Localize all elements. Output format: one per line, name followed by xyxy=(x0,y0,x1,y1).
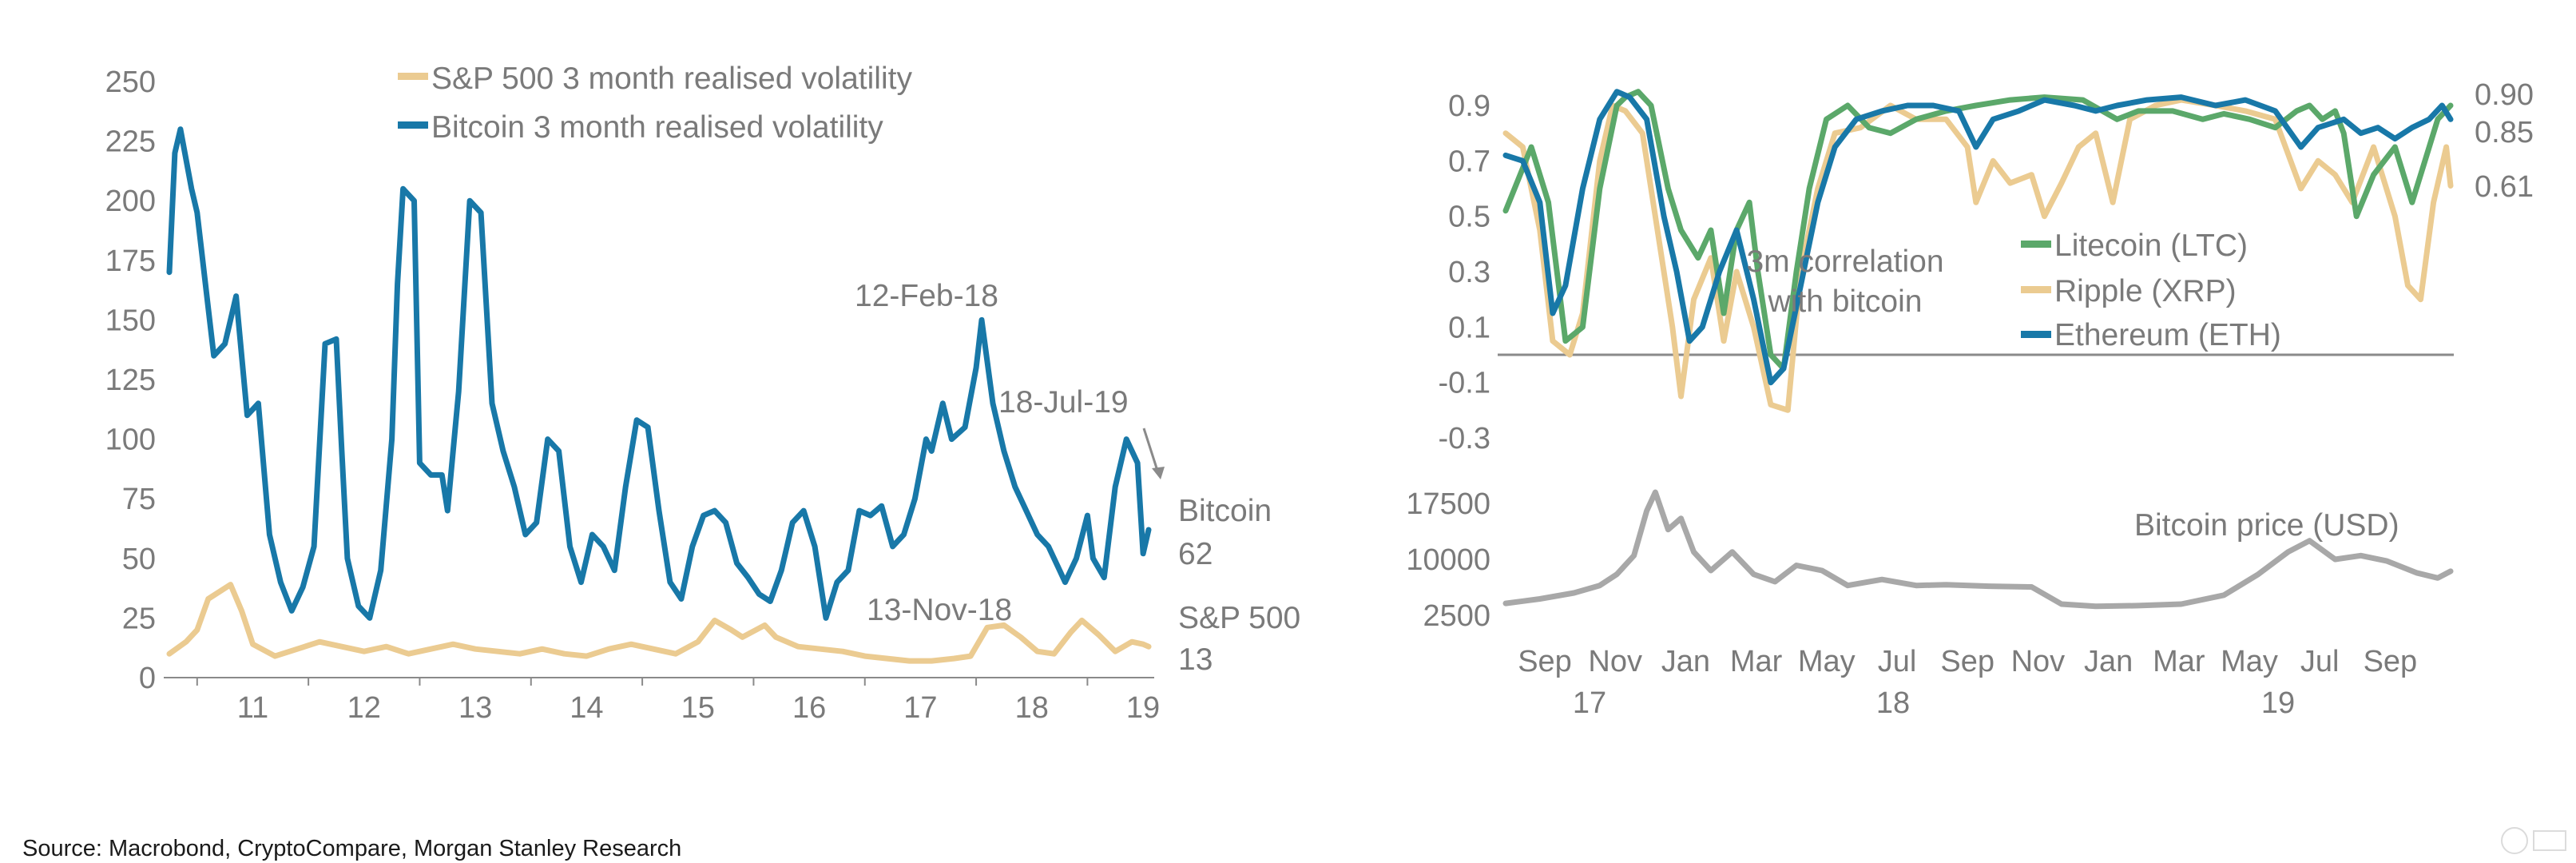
y-tick-label: 200 xyxy=(105,185,156,218)
x-tick-label: Mar xyxy=(2153,645,2205,678)
y-tick-label: 100 xyxy=(105,424,156,457)
y-tick-label: -0.3 xyxy=(1439,422,1490,455)
y-tick-label: 0 xyxy=(139,662,156,695)
x-tick-label: Nov xyxy=(1588,645,1642,678)
x-tick-label: 12 xyxy=(347,691,381,725)
litecoin-correlation-line xyxy=(1502,89,2454,372)
legend-label-ripple: Ripple (XRP) xyxy=(2054,274,2237,308)
x-tick-label: 18 xyxy=(1015,691,1049,725)
legend-swatch-ethereum xyxy=(2021,331,2051,338)
end-label-bitcoin-value: 62 xyxy=(1178,537,1213,571)
series-lines xyxy=(1502,489,2454,610)
ethereum-correlation-line xyxy=(1502,89,2454,386)
x-axis-ticks: Sep Nov Jan Mar May Jul Sep Nov Jan Mar May Jul Sep xyxy=(1518,645,2417,678)
x-tick-label: 13 xyxy=(458,691,492,725)
y-tick-label: 0.7 xyxy=(1448,145,1490,178)
legend-label-bitcoin: Bitcoin 3 month realised volatility xyxy=(431,110,883,145)
x-tick-label: 17 xyxy=(903,691,937,725)
end-value-litecoin: 0.90 xyxy=(2475,78,2534,112)
center-label-line2: with bitcoin xyxy=(1768,284,1923,319)
end-label-bitcoin-name: Bitcoin xyxy=(1178,494,1272,528)
y-tick-label: 10000 xyxy=(1406,543,1490,577)
series-lines xyxy=(166,126,1152,664)
y-tick-label: 50 xyxy=(122,543,156,576)
y-tick-label: 25 xyxy=(122,602,156,635)
annotation-nov18: 13-Nov-18 xyxy=(867,593,1012,627)
legend-label-litecoin: Litecoin (LTC) xyxy=(2054,229,2248,263)
annotation-feb18: 12-Feb-18 xyxy=(855,279,998,313)
x-year-label: 17 xyxy=(1573,686,1606,720)
legend-swatch-litecoin xyxy=(2021,241,2051,248)
x-axis-ticks: 11 12 13 14 15 16 17 18 19 xyxy=(196,678,1160,725)
legend-label-sp500: S&P 500 3 month realised volatility xyxy=(431,62,912,96)
end-value-ethereum: 0.85 xyxy=(2475,116,2534,149)
y-tick-label: 0.9 xyxy=(1448,89,1490,123)
x-tick-label: Nov xyxy=(2011,645,2066,678)
y-tick-label: -0.1 xyxy=(1439,367,1490,400)
y-axis-ticks: 17500 10000 2500 xyxy=(1406,487,1490,633)
x-year-label: 19 xyxy=(2261,686,2295,720)
annotation-arrow-line xyxy=(1142,428,1160,474)
legend-swatch-bitcoin xyxy=(398,121,428,129)
bitcoin-volatility-line xyxy=(166,126,1152,621)
x-tick-label: 14 xyxy=(570,691,603,725)
series-label-price: Bitcoin price (USD) xyxy=(2134,508,2399,543)
y-tick-label: 175 xyxy=(105,245,156,278)
x-tick-label: 19 xyxy=(1126,691,1160,725)
watermark-stamp xyxy=(2501,827,2566,854)
y-tick-label: 0.5 xyxy=(1448,201,1490,234)
legend-label-ethereum: Ethereum (ETH) xyxy=(2054,318,2281,352)
end-label-sp500-name: S&P 500 xyxy=(1178,601,1300,635)
legend: Litecoin (LTC) Ripple (XRP) Ethereum (ET… xyxy=(2021,229,2281,352)
y-tick-label: 0.1 xyxy=(1448,311,1490,344)
y-tick-label: 0.3 xyxy=(1448,256,1490,289)
y-tick-label: 225 xyxy=(105,125,156,159)
annotation-arrowhead xyxy=(1152,467,1165,479)
y-axis-ticks: 0.9 0.7 0.5 0.3 0.1 -0.1 -0.3 xyxy=(1439,89,1490,455)
end-label-sp500-value: 13 xyxy=(1178,642,1213,677)
y-axis-ticks: 0 25 50 75 100 125 150 175 200 225 250 xyxy=(105,66,156,695)
x-tick-label: May xyxy=(2221,645,2278,678)
x-tick-label: Mar xyxy=(1730,645,1783,678)
legend-swatch-sp500 xyxy=(398,73,428,80)
x-tick-label: Sep xyxy=(1518,645,1572,678)
y-tick-label: 125 xyxy=(105,364,156,397)
x-tick-label: Jul xyxy=(1878,645,1917,678)
x-tick-label: Jan xyxy=(1661,645,1710,678)
x-tick-label: 15 xyxy=(681,691,715,725)
source-note: Source: Macrobond, CryptoCompare, Morgan… xyxy=(22,836,682,861)
y-tick-label: 17500 xyxy=(1406,487,1490,521)
x-year-label: 18 xyxy=(1876,686,1910,720)
bitcoin-price-line xyxy=(1502,489,2454,610)
y-tick-label: 75 xyxy=(122,483,156,516)
sp500-volatility-line xyxy=(166,582,1152,664)
legend: S&P 500 3 month realised volatility Bitc… xyxy=(398,62,912,145)
series-lines xyxy=(1502,89,2454,413)
correlation-chart: 0.9 0.7 0.5 0.3 0.1 -0.1 -0.3 3m correlation w… xyxy=(1439,78,2534,455)
x-tick-label: Jul xyxy=(2300,645,2340,678)
annotation-jul19: 18-Jul-19 xyxy=(998,385,1129,420)
x-tick-label: 16 xyxy=(792,691,826,725)
x-tick-label: Sep xyxy=(2364,645,2418,678)
x-tick-label: Jan xyxy=(2084,645,2133,678)
y-tick-label: 250 xyxy=(105,66,156,99)
legend-swatch-ripple xyxy=(2021,286,2051,293)
end-value-ripple: 0.61 xyxy=(2475,170,2534,204)
x-axis-year-labels: 17 18 19 xyxy=(1573,686,2295,720)
y-tick-label: 150 xyxy=(105,304,156,337)
bitcoin-price-chart: 17500 10000 2500 Bitcoin price (USD) Sep No… xyxy=(1406,487,2454,720)
y-tick-label: 2500 xyxy=(1423,599,1490,633)
center-label-line1: 3m correlation xyxy=(1746,245,1943,279)
x-tick-label: 11 xyxy=(237,691,268,725)
x-tick-label: May xyxy=(1798,645,1856,678)
x-tick-label: Sep xyxy=(1940,645,1995,678)
ripple-correlation-line xyxy=(1502,97,2454,413)
